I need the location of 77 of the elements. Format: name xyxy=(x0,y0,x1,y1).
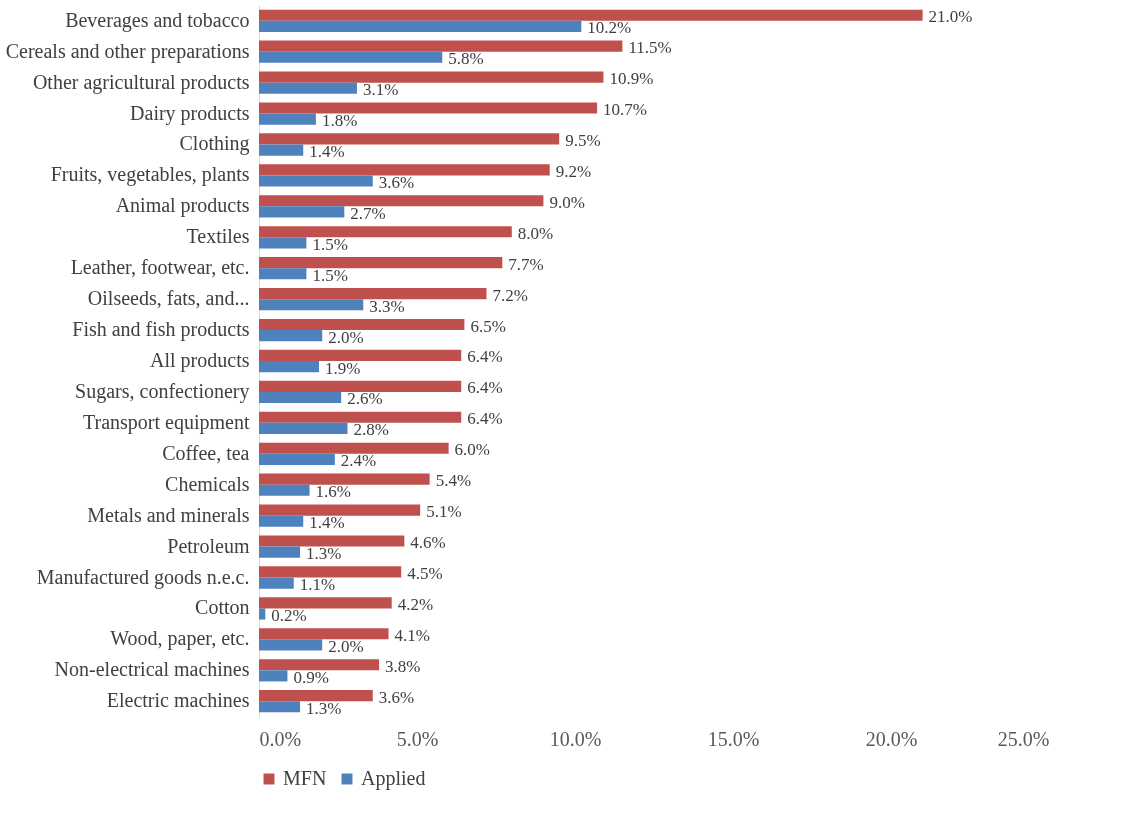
data-label: 4.2% xyxy=(397,594,434,614)
data-label: 1.5% xyxy=(312,265,348,285)
y-tick-label: Textiles xyxy=(186,225,250,248)
y-tick-label: Dairy products xyxy=(130,101,250,125)
y-tick-label: Clothing xyxy=(179,132,250,156)
data-label: 3.8% xyxy=(385,656,421,676)
data-label: 1.4% xyxy=(309,513,345,533)
x-tick-label: 10.0% xyxy=(549,727,602,750)
data-label: 10.9% xyxy=(609,69,654,89)
data-label: 1.5% xyxy=(312,234,348,254)
y-tick-label: Wood, paper, etc. xyxy=(110,627,250,651)
data-label: 9.5% xyxy=(565,130,601,150)
data-label: 5.1% xyxy=(426,502,462,522)
y-tick-label: Electric machines xyxy=(106,689,250,712)
data-label: 3.6% xyxy=(378,172,415,192)
y-tick-label: Beverages and tobacco xyxy=(65,8,250,32)
data-label: 1.4% xyxy=(309,142,345,162)
data-label: 6.0% xyxy=(454,440,491,460)
legend-label: Applied xyxy=(361,767,426,790)
y-tick-label: Animal products xyxy=(115,194,250,218)
x-tick-label: 5.0% xyxy=(396,727,439,750)
data-label: 0.2% xyxy=(271,606,307,625)
data-label: 11.5% xyxy=(628,38,672,58)
y-tick-label: Non-electrical machines xyxy=(54,658,250,681)
data-label: 21.0% xyxy=(928,7,973,27)
y-tick-label: Fish and fish products xyxy=(72,318,250,342)
data-label: 10.7% xyxy=(603,100,648,119)
data-label: 2.0% xyxy=(328,636,364,656)
legend-label: MFN xyxy=(283,767,327,789)
data-label: 4.1% xyxy=(394,625,430,645)
data-label: 6.4% xyxy=(467,347,503,367)
x-tick-label: 20.0% xyxy=(865,727,918,750)
data-label: 0.9% xyxy=(293,667,329,687)
y-tick-label: Cotton xyxy=(195,596,250,619)
y-tick-label: Transport equipment xyxy=(83,410,250,434)
data-label: 5.4% xyxy=(435,471,472,491)
y-tick-label: Leather, footwear, etc. xyxy=(70,256,250,279)
y-tick-label: Manufactured goods n.e.c. xyxy=(36,565,250,589)
data-label: 1.8% xyxy=(321,111,358,131)
data-label: 2.4% xyxy=(340,451,377,471)
data-label: 4.5% xyxy=(407,563,443,583)
y-tick-label: Coffee, tea xyxy=(162,441,250,464)
data-label: 2.6% xyxy=(347,389,383,409)
data-label: 2.8% xyxy=(353,420,389,440)
data-label: 9.0% xyxy=(549,192,585,212)
data-label: 3.6% xyxy=(378,687,415,707)
data-label: 8.0% xyxy=(517,223,554,243)
data-label: 9.2% xyxy=(555,161,592,181)
y-tick-label: Oilseeds, fats, and... xyxy=(87,287,250,310)
y-tick-label: Other agricultural products xyxy=(32,70,250,94)
data-label: 7.2% xyxy=(492,285,528,305)
y-tick-label: Cereals and other preparations xyxy=(5,39,250,63)
y-tick-label: Metals and minerals xyxy=(87,503,250,526)
y-tick-label: Petroleum xyxy=(167,534,250,557)
data-label: 1.1% xyxy=(299,575,336,595)
data-label: 1.9% xyxy=(325,358,361,378)
y-tick-label: All products xyxy=(150,349,250,372)
data-label: 10.2% xyxy=(587,18,632,38)
x-tick-label: 15.0% xyxy=(707,727,760,750)
data-label: 6.4% xyxy=(467,378,503,398)
x-tick-label: 0.0% xyxy=(259,727,302,750)
data-label: 2.7% xyxy=(350,203,386,223)
data-label: 1.6% xyxy=(315,482,351,502)
data-label: 1.3% xyxy=(306,698,342,718)
data-label: 4.6% xyxy=(410,533,446,553)
x-tick-label: 25.0% xyxy=(997,727,1050,750)
data-label: 5.8% xyxy=(448,49,484,69)
data-label: 6.5% xyxy=(470,316,506,336)
y-tick-label: Sugars, confectionery xyxy=(75,379,250,403)
y-tick-label: Fruits, vegetables, plants xyxy=(50,163,250,187)
data-label: 7.7% xyxy=(508,254,544,274)
data-label: 2.0% xyxy=(328,327,364,347)
data-label: 3.3% xyxy=(369,296,405,316)
data-label: 6.4% xyxy=(467,409,503,429)
data-label: 3.1% xyxy=(362,80,399,100)
data-label: 1.3% xyxy=(306,544,342,564)
y-tick-label: Chemicals xyxy=(165,472,250,495)
